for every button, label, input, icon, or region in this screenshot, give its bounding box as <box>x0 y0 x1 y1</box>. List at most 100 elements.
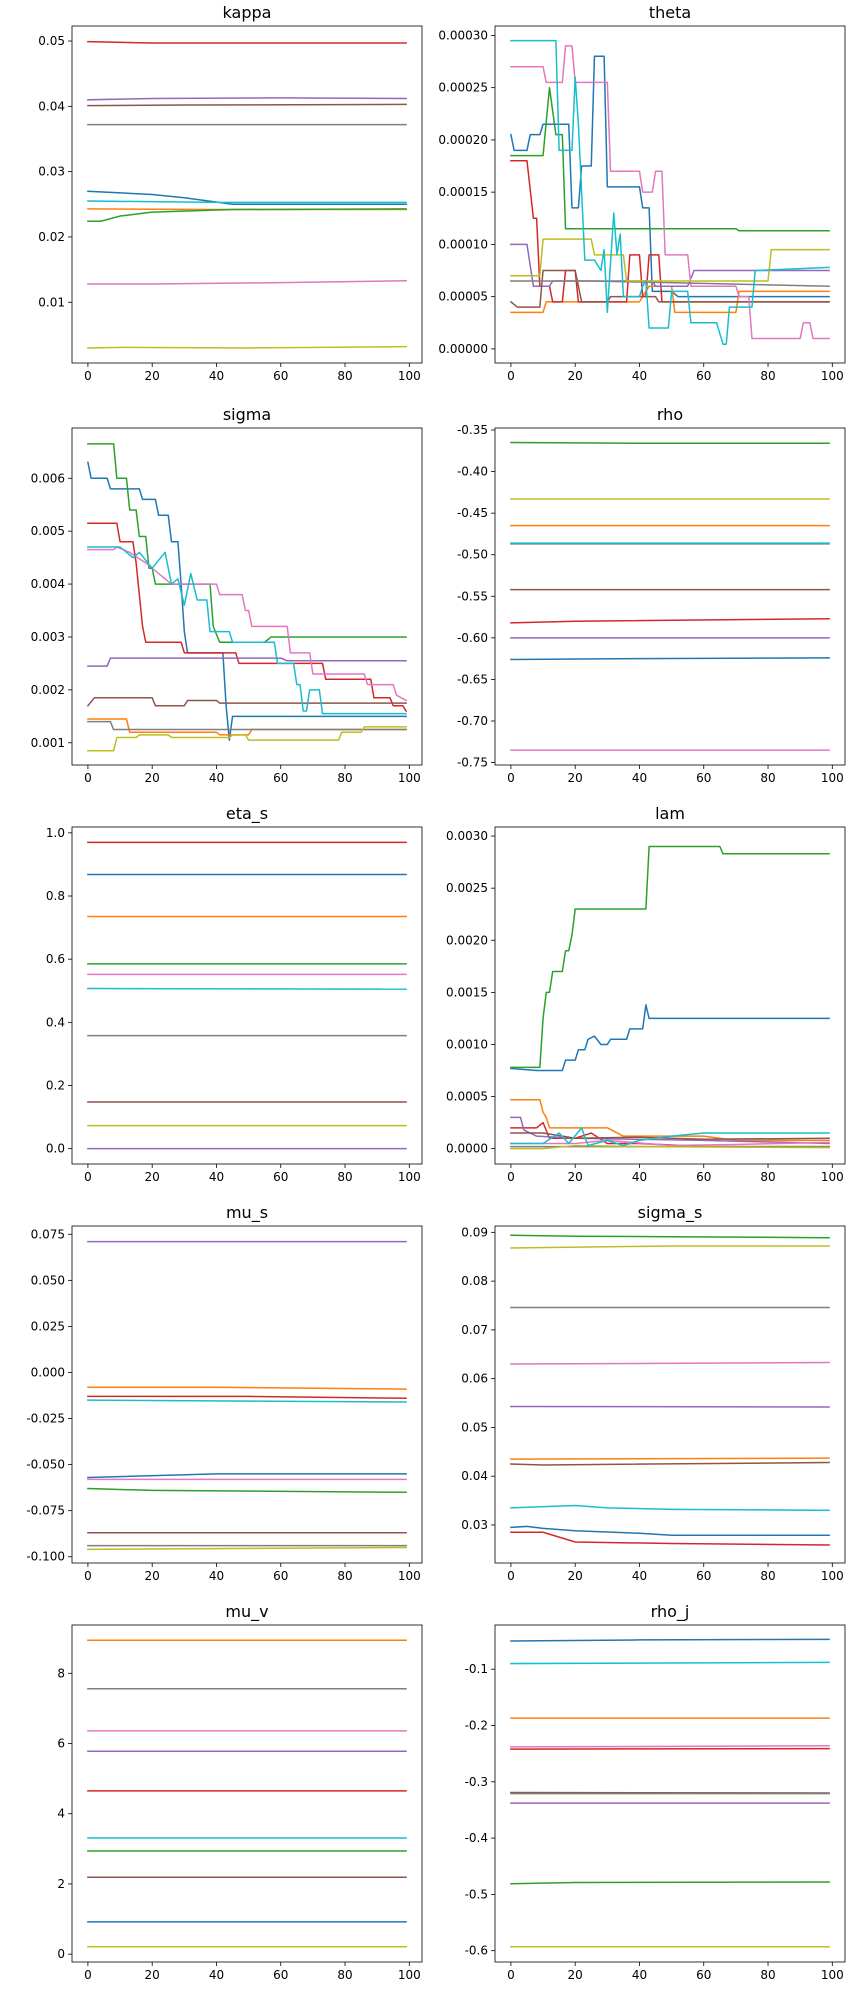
chart-5-xtick-label-5: 100 <box>821 1170 844 1184</box>
chart-2-series-2 <box>87 443 407 644</box>
chart-2-xtick-label-1: 20 <box>145 771 160 785</box>
chart-1-xtick-label-4: 80 <box>760 369 775 383</box>
chart-7-xtick-label-4: 80 <box>760 1569 775 1583</box>
chart-9-xtick-label-0: 0 <box>507 1968 515 1982</box>
chart-6-ytick-label-4: 0.000 <box>31 1365 65 1379</box>
chart-1-plot-frame <box>494 25 846 364</box>
chart-3-ytick-label-7: -0.40 <box>457 465 488 479</box>
chart-2-series-4 <box>87 657 407 667</box>
chart-8-xtick-label-1: 20 <box>145 1968 160 1982</box>
chart-1-xtick-label-3: 60 <box>696 369 711 383</box>
chart-2-ytick-label-0: 0.001 <box>31 736 65 750</box>
chart-2-ytick-label-5: 0.006 <box>31 471 65 485</box>
chart-8-xtick-label-5: 100 <box>398 1968 421 1982</box>
chart-6-xtick-label-4: 80 <box>337 1569 352 1583</box>
chart-3-xtick-label-3: 60 <box>696 771 711 785</box>
chart-0-title: kappa <box>223 3 272 22</box>
chart-7-title: sigma_s <box>638 1203 703 1223</box>
chart-7-series-0 <box>510 1525 830 1536</box>
chart-4-ytick-label-5: 1.0 <box>46 826 65 840</box>
chart-8-xtick-label-4: 80 <box>337 1968 352 1982</box>
chart-0-ytick-label-3: 0.04 <box>38 99 65 113</box>
chart-1-series-9 <box>510 39 830 345</box>
chart-1-ytick-label-2: 0.00010 <box>438 237 488 251</box>
chart-5-ytick-label-2: 0.0010 <box>446 1037 488 1051</box>
chart-4-xtick-label-3: 60 <box>273 1170 288 1184</box>
chart-0-series-2 <box>87 208 407 223</box>
chart-6-xtick-label-2: 40 <box>209 1569 224 1583</box>
chart-7-xtick-label-0: 0 <box>507 1569 515 1583</box>
chart-7-ytick-label-2: 0.05 <box>461 1420 488 1434</box>
chart-0-panel: kappa 0 20 40 60 80 100 0.01 0.02 0.03 0.04 0.05 <box>38 3 423 383</box>
chart-2-title: sigma <box>223 405 271 424</box>
chart-0-series-0 <box>87 190 407 206</box>
chart-4-ytick-label-0: 0.0 <box>46 1142 65 1156</box>
chart-2-xtick-label-2: 40 <box>209 771 224 785</box>
chart-1-ytick-label-1: 0.00005 <box>438 290 488 304</box>
chart-6-ytick-label-7: 0.075 <box>31 1227 65 1241</box>
chart-9-xtick-label-2: 40 <box>632 1968 647 1982</box>
chart-1-ytick-label-3: 0.00015 <box>438 185 488 199</box>
chart-5-ytick-label-3: 0.0015 <box>446 985 488 999</box>
chart-2-ytick-label-1: 0.002 <box>31 683 65 697</box>
chart-5-series-6 <box>510 1139 830 1147</box>
chart-2-series-group <box>86 443 408 752</box>
chart-6-ytick-label-3: -0.025 <box>26 1412 65 1426</box>
chart-0-plot-frame <box>71 25 423 364</box>
chart-8-ytick-label-2: 4 <box>57 1807 65 1821</box>
chart-0-series-4 <box>87 97 407 101</box>
chart-9-panel: rho_j 0 20 40 60 80 100 -0.6 -0.5 -0.4 -0.3 -0.2 -0.… <box>465 1602 846 1982</box>
chart-9-series-6 <box>510 1745 830 1748</box>
chart-7-xtick-label-5: 100 <box>821 1569 844 1583</box>
chart-1-series-0 <box>510 55 830 298</box>
chart-7-ytick-label-1: 0.04 <box>461 1469 488 1483</box>
chart-7-xtick-label-1: 20 <box>568 1569 583 1583</box>
chart-4-panel: eta_s 0 20 40 60 80 100 0.0 0.2 0.4 0.6 0.8 1.0 <box>46 804 423 1184</box>
chart-3-series-group <box>510 441 830 751</box>
chart-8-panel: mu_v 0 20 40 60 80 100 0 2 4 6 8 <box>57 1602 423 1982</box>
chart-2-xtick-label-3: 60 <box>273 771 288 785</box>
chart-7-series-1 <box>510 1457 830 1460</box>
chart-1-xtick-label-2: 40 <box>632 369 647 383</box>
chart-0-series-5 <box>87 103 407 107</box>
chart-5-series-0 <box>510 1004 830 1072</box>
chart-5-xtick-label-2: 40 <box>632 1170 647 1184</box>
chart-0-series-group <box>87 40 407 349</box>
chart-1-series-4 <box>510 243 830 287</box>
chart-2-series-3 <box>87 522 408 713</box>
chart-4-xtick-label-5: 100 <box>398 1170 421 1184</box>
chart-8-ytick-label-1: 2 <box>57 1877 65 1891</box>
chart-5-series-1 <box>510 1098 830 1142</box>
chart-5-xtick-label-1: 20 <box>568 1170 583 1184</box>
chart-0-series-3 <box>87 40 407 44</box>
chart-1-series-6 <box>510 45 830 340</box>
chart-1-ytick-label-4: 0.00020 <box>438 133 488 147</box>
chart-4-series-9 <box>87 987 407 990</box>
chart-3-ytick-label-4: -0.55 <box>457 589 488 603</box>
chart-8-xtick-label-0: 0 <box>84 1968 92 1982</box>
chart-6-xtick-label-5: 100 <box>398 1569 421 1583</box>
chart-9-xtick-label-1: 20 <box>568 1968 583 1982</box>
chart-9-series-9 <box>510 1661 830 1665</box>
chart-5-series-9 <box>510 1127 830 1147</box>
chart-0-ytick-label-2: 0.03 <box>38 165 65 179</box>
chart-3-series-3 <box>510 617 830 624</box>
chart-3-ytick-label-6: -0.45 <box>457 506 488 520</box>
chart-4-xtick-label-1: 20 <box>145 1170 160 1184</box>
chart-6-series-0 <box>87 1473 407 1479</box>
chart-7-series-group <box>510 1234 830 1546</box>
chart-7-xtick-label-3: 60 <box>696 1569 711 1583</box>
chart-0-xtick-label-4: 80 <box>337 369 352 383</box>
chart-6-series-group <box>87 1240 407 1551</box>
chart-9-series-group <box>510 1638 830 1948</box>
chart-4-plot-frame <box>71 826 423 1165</box>
chart-3-panel: rho 0 20 40 60 80 100 -0.75 -0.70 -0.65 -0.60 -0.55… <box>457 405 846 785</box>
chart-6-series-9 <box>87 1399 407 1403</box>
chart-8-title: mu_v <box>225 1602 268 1622</box>
chart-1-series-3 <box>510 160 830 303</box>
chart-3-series-2 <box>510 441 830 445</box>
chart-6-series-8 <box>87 1546 407 1551</box>
chart-1-series-8 <box>510 238 830 282</box>
chart-1-series-5 <box>509 269 830 308</box>
